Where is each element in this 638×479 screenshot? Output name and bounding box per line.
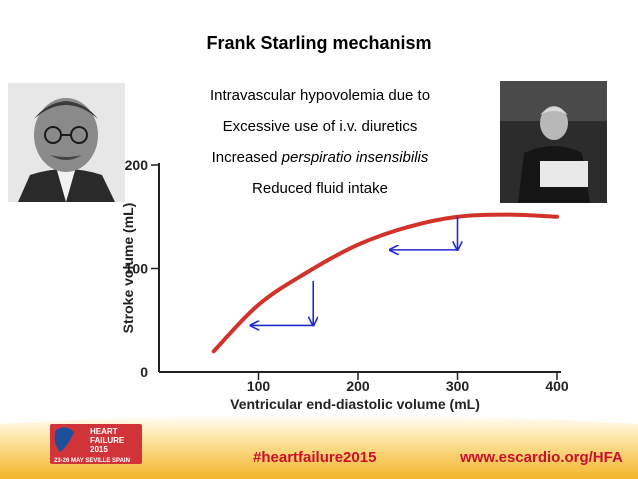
svg-text:23-26 MAY SEVILLE SPAIN: 23-26 MAY SEVILLE SPAIN [54,458,130,464]
chart-ticks: 100 200 300 400 0 100 200 [125,157,569,394]
svg-text:2015: 2015 [90,445,108,454]
text-line-4: Reduced fluid intake [252,180,388,197]
svg-text:HEART: HEART [90,427,118,436]
text-line-3-prefix: Increased [211,149,282,166]
heart-failure-2015-logo: HEART FAILURE 2015 23-26 MAY SEVILLE SPA… [50,420,142,468]
text-line-2: Excessive use of i.v. diuretics [222,118,418,135]
portrait-right [500,81,607,203]
y-axis-label: Stroke volume (mL) [120,203,136,334]
hashtag-text: #heartfailure2015 [253,449,377,466]
heart-failure-2015-logo-mark: HEART FAILURE 2015 23-26 MAY SEVILLE SPA… [50,424,142,464]
x-tick-label: 100 [247,378,271,394]
footer-banner [0,414,638,479]
series-curve [211,212,559,354]
x-tick-label: 400 [545,378,569,394]
x-tick-label: 300 [446,378,470,394]
text-line-1: Intravascular hypovolemia due to [209,87,431,104]
y-tick-label: 100 [125,261,149,277]
website-link[interactable]: www.escardio.org/HFA [460,449,623,466]
text-line-3: Increased perspiratio insensibilis [160,149,480,166]
y-tick-label: 0 [140,364,148,380]
chart-series [211,212,559,354]
text-line-3-italic: perspiratio insensibilis [281,149,429,166]
slide-title: Frank Starling mechanism [206,33,432,53]
chart-axes [158,163,561,373]
x-tick-label: 200 [346,378,370,394]
y-tick-label: 200 [125,157,149,173]
svg-text:FAILURE: FAILURE [90,436,125,445]
chart-annotations [251,216,458,326]
portrait-left [8,83,125,202]
x-axis-label: Ventricular end-diastolic volume (mL) [230,396,480,412]
